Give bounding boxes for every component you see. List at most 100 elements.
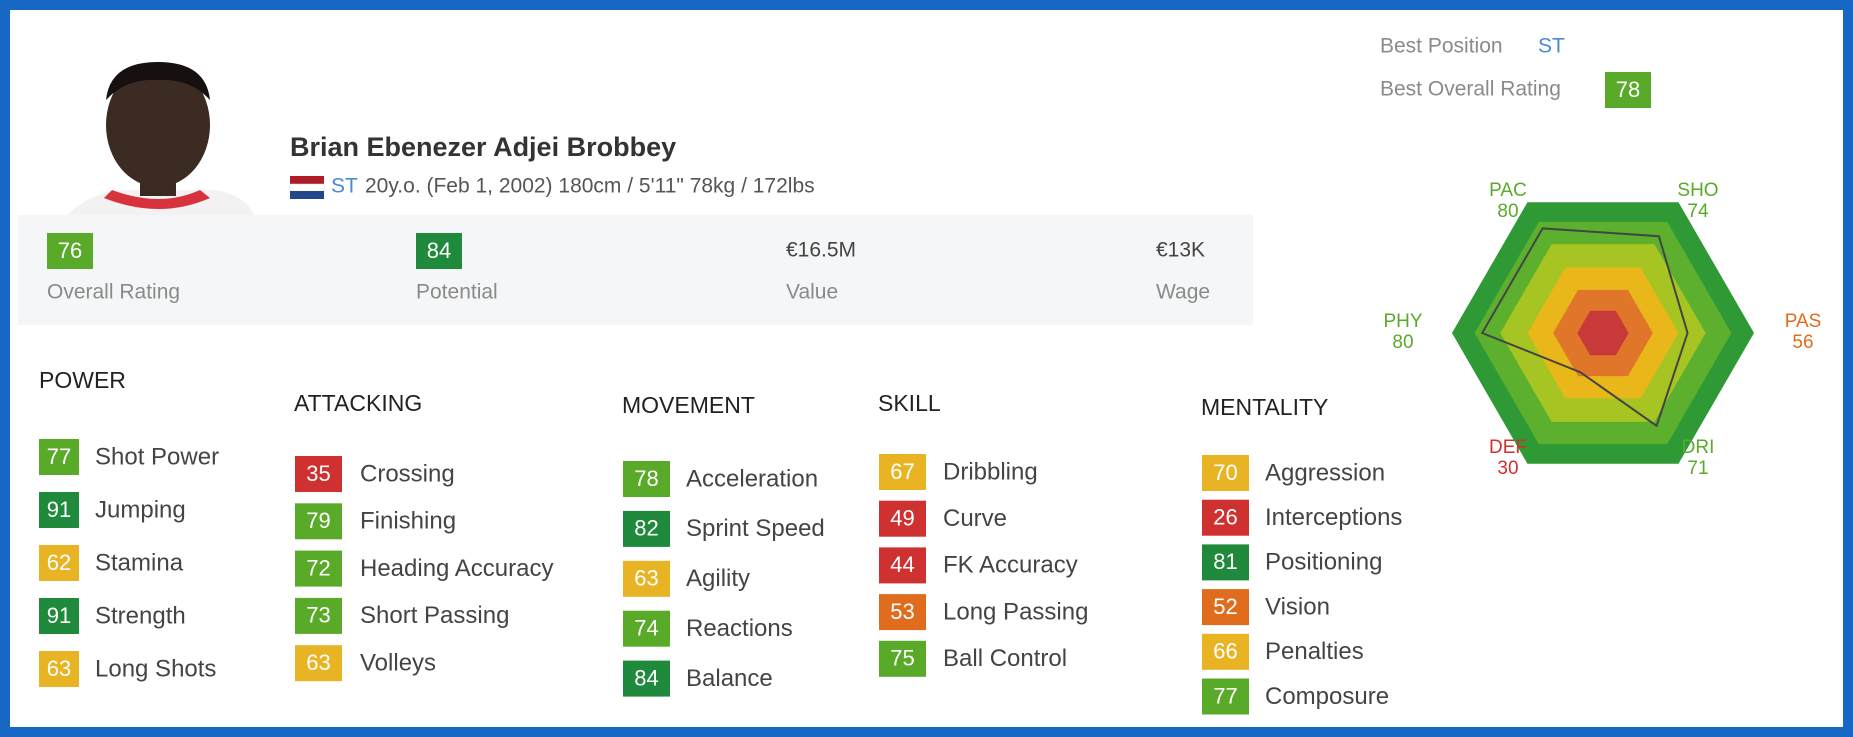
rating-badge: [623, 610, 670, 647]
summary-value: €16.5M: [786, 239, 856, 262]
rating-badge: [879, 640, 926, 677]
rating-badge: [295, 597, 342, 634]
rating-value: 91: [47, 497, 71, 522]
player-name: Brian Ebenezer Adjei Brobbey: [290, 132, 676, 162]
rating-value: 81: [1213, 549, 1237, 574]
rating-badge: [623, 510, 670, 547]
stat-name: Reactions: [686, 615, 793, 642]
rating-badge: [1605, 72, 1651, 108]
summary-label: Overall Rating: [47, 281, 180, 304]
stat-name: Balance: [686, 665, 773, 692]
rating-value: 70: [1213, 460, 1237, 485]
flag: [289, 176, 325, 199]
stat-name: Heading Accuracy: [360, 555, 553, 582]
rating-badge: [295, 645, 342, 682]
stat-name: Shot Power: [95, 443, 219, 470]
summary-label: Wage: [1156, 281, 1210, 304]
rating-badge: [879, 454, 926, 490]
rating-value: 78: [1616, 77, 1640, 102]
rating-value: 82: [634, 516, 658, 541]
radar-ring: [1577, 310, 1629, 356]
stat-name: Ball Control: [943, 645, 1067, 672]
rating-badge: [1202, 455, 1249, 491]
stat-name: Long Shots: [95, 655, 216, 682]
rating-value: 66: [1213, 639, 1237, 664]
rating-value: 91: [47, 603, 71, 628]
rating-value: 44: [890, 552, 914, 577]
rating-badge: [47, 233, 93, 269]
stat-name: Agility: [686, 565, 750, 592]
rating-value: 72: [306, 555, 330, 580]
radar-axis-label: PHY: [1383, 311, 1422, 332]
stat-name: Positioning: [1265, 549, 1382, 576]
rating-value: 63: [47, 656, 71, 681]
stat-name: Dribbling: [943, 458, 1038, 485]
stat-name: Aggression: [1265, 459, 1385, 486]
stat-name: Short Passing: [360, 602, 509, 629]
radar-axis-value: 80: [1392, 332, 1413, 353]
group-title: MENTALITY: [1201, 394, 1328, 420]
radar-axis-label: SHO: [1677, 180, 1718, 201]
rating-value: 78: [634, 466, 658, 491]
rating-badge: [416, 233, 462, 269]
rating-badge: [879, 500, 926, 537]
summary-panel: [18, 215, 1253, 325]
rating-badge: [1202, 633, 1249, 670]
rating-value: 77: [47, 444, 71, 469]
stat-name: Stamina: [95, 549, 184, 576]
rating-badge: [39, 545, 79, 581]
rating-value: 73: [306, 603, 330, 628]
rating-badge: [623, 461, 670, 497]
group-title: POWER: [39, 367, 126, 393]
summary-value: €13K: [1156, 239, 1205, 262]
stat-name: Composure: [1265, 683, 1389, 710]
rating-value: 53: [890, 599, 914, 624]
player-details: 20y.o. (Feb 1, 2002) 180cm / 5'11" 78kg …: [365, 175, 815, 198]
stat-name: Curve: [943, 505, 1007, 532]
radar-axis-label: DRI: [1682, 437, 1715, 458]
radar-axis-label: PAS: [1785, 311, 1822, 332]
rating-badge: [1202, 544, 1249, 581]
rating-value: 74: [634, 616, 658, 641]
rating-badge: [39, 492, 79, 528]
radar-axis-value: 71: [1687, 458, 1708, 479]
player-photo: [68, 62, 254, 215]
rating-badge: [1202, 589, 1249, 626]
radar-axis-value: 30: [1497, 458, 1518, 479]
summary-label: Potential: [416, 281, 498, 304]
radar-shape: [1480, 227, 1689, 428]
stat-name: Acceleration: [686, 465, 818, 492]
rating-badge: [623, 660, 670, 697]
best-position-value: ST: [1538, 35, 1565, 58]
rating-value: 63: [634, 566, 658, 591]
stat-name: Vision: [1265, 593, 1330, 620]
stat-name: Volleys: [360, 650, 436, 677]
stat-name: Crossing: [360, 460, 455, 487]
radar-axis-label: PAC: [1489, 180, 1527, 201]
rating-value: 26: [1213, 505, 1237, 530]
rating-badge: [623, 560, 670, 597]
rating-badge: [879, 547, 926, 584]
rating-value: 79: [306, 508, 330, 533]
stat-name: Long Passing: [943, 598, 1088, 625]
group-title: MOVEMENT: [622, 392, 755, 418]
rating-value: 67: [890, 459, 914, 484]
rating-badge: [295, 550, 342, 587]
summary-label: Value: [786, 281, 838, 304]
stat-name: Strength: [95, 602, 186, 629]
rating-value: 84: [427, 238, 451, 263]
rating-value: 49: [890, 506, 914, 531]
rating-value: 52: [1213, 594, 1237, 619]
rating-badge: [295, 503, 342, 540]
rating-badge: [1202, 499, 1249, 536]
rating-badge: [879, 594, 926, 631]
stat-name: FK Accuracy: [943, 552, 1078, 579]
rating-value: 35: [306, 461, 330, 486]
group-title: SKILL: [878, 390, 941, 416]
rating-value: 76: [58, 238, 82, 263]
best-overall-label: Best Overall Rating: [1380, 78, 1561, 101]
rating-badge: [1202, 678, 1249, 715]
stat-name: Sprint Speed: [686, 515, 825, 542]
rating-badge: [39, 598, 79, 634]
